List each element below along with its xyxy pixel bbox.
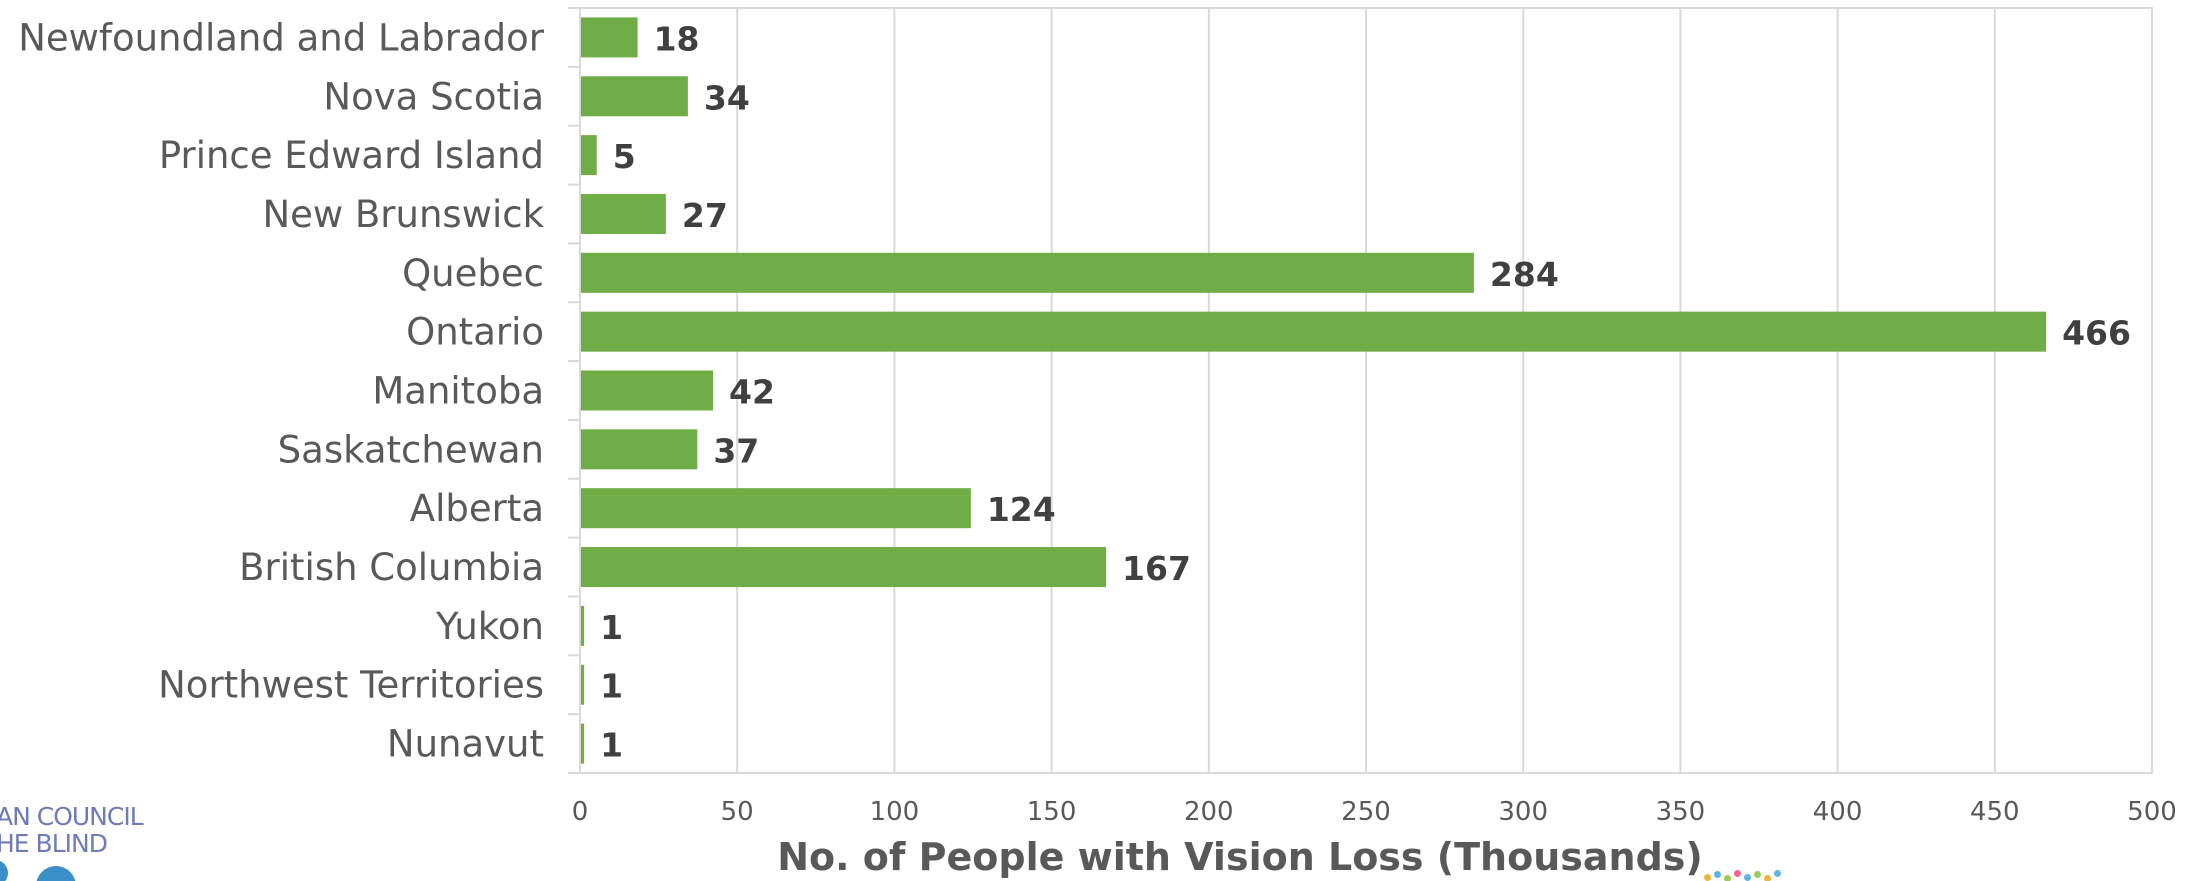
category-label-prince-edward-island: Prince Edward Island: [159, 134, 544, 177]
logo-circle-icon: [36, 866, 76, 881]
x-tick-label-350: 350: [1656, 797, 1706, 827]
decorative-dots-icon: [1700, 862, 1800, 881]
data-label-new-brunswick: 27: [682, 196, 728, 235]
data-label-saskatchewan: 37: [713, 431, 759, 470]
data-label-nova-scotia: 34: [704, 78, 750, 117]
x-tick-label-0: 0: [572, 797, 589, 827]
category-label-new-brunswick: New Brunswick: [262, 193, 544, 236]
bars: [581, 17, 2047, 764]
bar-prince-edward-island: [581, 135, 597, 176]
x-tick-label-300: 300: [1498, 797, 1548, 827]
data-label-newfoundland-and-labrador: 18: [654, 19, 700, 58]
x-tick-label-150: 150: [1027, 797, 1077, 827]
category-label-manitoba: Manitoba: [372, 370, 544, 413]
bar-newfoundland-and-labrador: [581, 17, 638, 58]
data-label-prince-edward-island: 5: [613, 137, 636, 176]
data-label-ontario: 466: [2062, 314, 2131, 353]
bar-british-columbia: [581, 547, 1107, 588]
category-label-nunavut: Nunavut: [387, 723, 544, 766]
category-label-british-columbia: British Columbia: [239, 546, 544, 589]
category-label-northwest-territories: Northwest Territories: [158, 664, 544, 707]
data-label-british-columbia: 167: [1122, 549, 1191, 588]
data-label-yukon: 1: [600, 608, 623, 647]
logo-circle-icon: [0, 860, 8, 881]
x-tick-label-100: 100: [870, 797, 920, 827]
category-label-nova-scotia: Nova Scotia: [323, 75, 544, 118]
data-label-manitoba: 42: [729, 373, 775, 412]
bar-alberta: [581, 488, 971, 529]
bar-new-brunswick: [581, 193, 666, 234]
bar-nunavut: [581, 723, 585, 764]
x-tick-label-50: 50: [721, 797, 754, 827]
bar-ontario: [581, 311, 2047, 352]
data-label-nunavut: 1: [600, 726, 623, 765]
bar-yukon: [581, 605, 585, 646]
category-tick-marks: [568, 7, 581, 774]
category-label-yukon: Yukon: [435, 605, 544, 648]
gridlines: [736, 8, 2153, 773]
x-tick-label-500: 500: [2127, 797, 2177, 827]
x-axis-title: No. of People with Vision Loss (Thousand…: [777, 835, 1703, 879]
category-label-alberta: Alberta: [410, 487, 544, 530]
category-label-ontario: Ontario: [406, 311, 544, 354]
bar-manitoba: [581, 370, 714, 411]
category-labels: Newfoundland and Labrador Nova Scotia Prin…: [18, 16, 545, 765]
bar-quebec: [581, 252, 1474, 293]
logo-text-line-1: AN COUNCIL: [0, 802, 144, 831]
x-tick-label-250: 250: [1341, 797, 1391, 827]
x-axis-tick-labels: 0 50 100 150 200 250 300 350 400 450 500: [572, 797, 2177, 827]
x-tick-label-450: 450: [1970, 797, 2020, 827]
bar-northwest-territories: [581, 664, 585, 705]
data-label-alberta: 124: [987, 490, 1056, 529]
x-tick-label-400: 400: [1813, 797, 1863, 827]
organization-logo: AN COUNCIL HE BLIND: [0, 802, 160, 881]
data-label-quebec: 284: [1490, 255, 1559, 294]
x-tick-label-200: 200: [1184, 797, 1234, 827]
category-label-newfoundland-and-labrador: Newfoundland and Labrador: [18, 16, 545, 59]
data-label-northwest-territories: 1: [600, 667, 623, 706]
logo-text-line-2: HE BLIND: [0, 829, 108, 858]
category-label-quebec: Quebec: [402, 252, 544, 295]
bar-saskatchewan: [581, 429, 698, 470]
bar-nova-scotia: [581, 76, 688, 117]
category-label-saskatchewan: Saskatchewan: [278, 428, 544, 471]
